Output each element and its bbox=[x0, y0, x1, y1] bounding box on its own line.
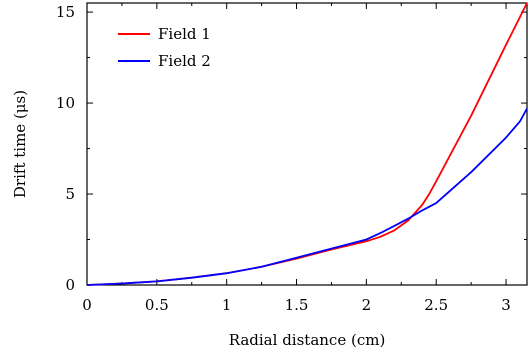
legend-label-field-2: Field 2 bbox=[158, 52, 211, 70]
y-axis-title: Drift time (μs) bbox=[11, 90, 29, 198]
x-tick-label: 1.5 bbox=[285, 296, 309, 314]
series-line-field-1 bbox=[86, 2, 528, 286]
x-tick-label: 2.5 bbox=[424, 296, 448, 314]
x-axis-title: Radial distance (cm) bbox=[229, 331, 386, 349]
x-tick-label: 0.5 bbox=[145, 296, 169, 314]
axis-tick-labels: 0 0.5 1 1.5 2 2.5 3 0 5 10 15 bbox=[56, 3, 511, 314]
x-tick-label: 0 bbox=[82, 296, 92, 314]
x-tick-label: 2 bbox=[362, 296, 372, 314]
axis-ticks bbox=[86, 3, 527, 286]
x-tick-label: 1 bbox=[222, 296, 232, 314]
plot-frame bbox=[86, 2, 528, 286]
plot-series bbox=[86, 2, 528, 286]
y-tick-label: 10 bbox=[56, 94, 75, 112]
x-tick-label: 3 bbox=[501, 296, 511, 314]
legend: Field 1 Field 2 bbox=[118, 25, 211, 70]
legend-label-field-1: Field 1 bbox=[158, 25, 211, 43]
y-tick-label: 0 bbox=[65, 276, 75, 294]
y-tick-label: 15 bbox=[56, 3, 75, 21]
series-line-field-2 bbox=[86, 108, 528, 286]
y-tick-label: 5 bbox=[65, 185, 75, 203]
